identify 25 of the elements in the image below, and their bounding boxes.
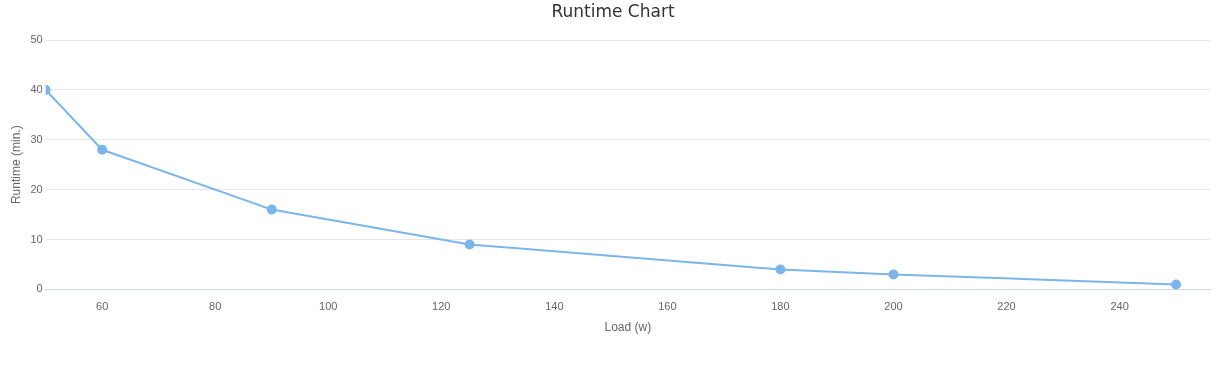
x-tick-label: 140 <box>545 300 564 313</box>
x-tick-label: 240 <box>1110 300 1129 313</box>
point <box>464 239 475 250</box>
x-tick-label: 200 <box>884 300 903 313</box>
x-tick-label: 60 <box>96 300 109 313</box>
y-tick-label: 20 <box>30 182 43 195</box>
x-tick-label: 80 <box>209 300 222 313</box>
point <box>1171 279 1182 290</box>
y-tick-label: 10 <box>30 232 43 245</box>
x-tick-label: 160 <box>658 300 677 313</box>
chart-title: Runtime Chart <box>550 0 676 23</box>
point <box>266 204 277 215</box>
x-axis-title: Load (w) <box>604 320 652 335</box>
point <box>888 269 899 280</box>
x-tick-label: 120 <box>432 300 451 313</box>
y-tick-label: 0 <box>36 282 43 295</box>
x-tick-label: 220 <box>997 300 1016 313</box>
x-tick-label: 180 <box>771 300 790 313</box>
y-tick-label: 50 <box>30 33 43 46</box>
point <box>775 264 786 275</box>
y-axis-title: Runtime (min.) <box>8 125 23 205</box>
point <box>97 144 108 155</box>
y-tick-label: 40 <box>30 82 43 95</box>
x-tick-label: 100 <box>319 300 338 313</box>
y-tick-label: 30 <box>30 132 43 145</box>
